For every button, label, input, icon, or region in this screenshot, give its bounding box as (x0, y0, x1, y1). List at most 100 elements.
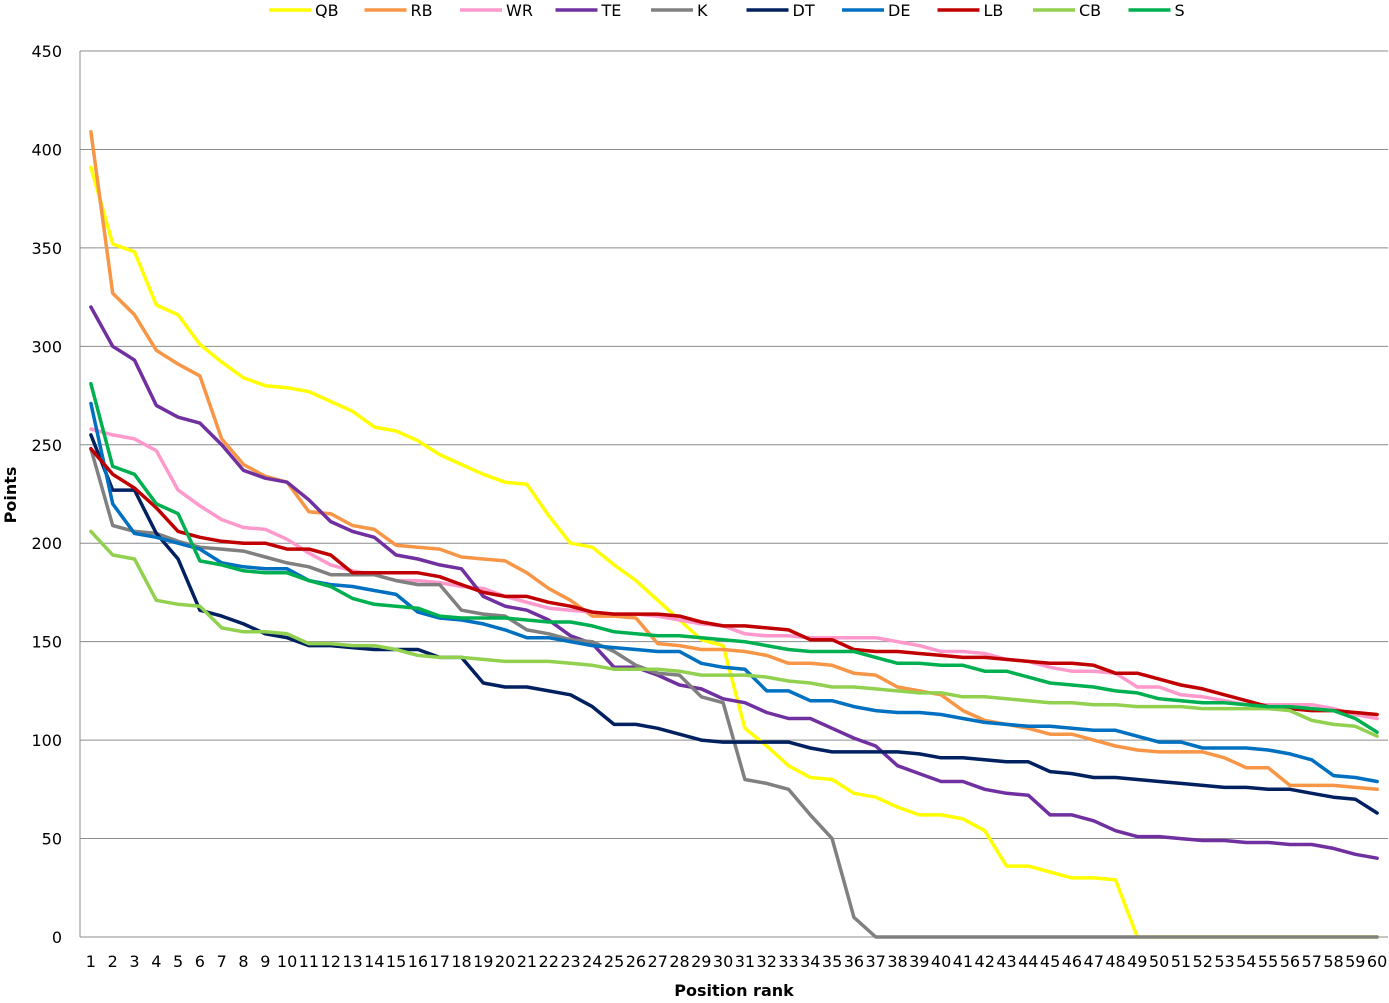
legend-label: S (1175, 1, 1185, 20)
x-tick-label: 39 (909, 952, 929, 971)
x-tick-label: 27 (648, 952, 668, 971)
legend-item-lb: LB (937, 1, 1003, 20)
x-tick-label: 34 (800, 952, 820, 971)
y-tick-label: 50 (42, 830, 62, 849)
x-tick-label: 58 (1323, 952, 1343, 971)
x-tick-label: 52 (1193, 952, 1213, 971)
x-tick-label: 24 (582, 952, 602, 971)
legend-label: K (697, 1, 708, 20)
x-tick-label: 45 (1040, 952, 1060, 971)
x-tick-label: 59 (1345, 952, 1365, 971)
x-tick-label: 43 (996, 952, 1016, 971)
x-tick-label: 53 (1214, 952, 1234, 971)
x-tick-label: 37 (866, 952, 886, 971)
legend-item-de: DE (842, 1, 910, 20)
x-tick-label: 32 (757, 952, 777, 971)
series-line-de (89, 401, 1379, 784)
x-tick-label: 31 (735, 952, 755, 971)
legend-item-te: TE (555, 1, 622, 20)
x-tick-label: 35 (822, 952, 842, 971)
y-tick-label: 400 (31, 140, 62, 159)
x-tick-label: 28 (669, 952, 689, 971)
x-tick-label: 47 (1084, 952, 1104, 971)
legend-label: DT (793, 1, 815, 20)
x-tick-label: 22 (539, 952, 559, 971)
x-tick-label: 1 (86, 952, 96, 971)
y-tick-label: 300 (31, 337, 62, 356)
gridlines (80, 50, 1388, 840)
series-line-dt (89, 433, 1379, 815)
series-line-qb (89, 165, 1379, 939)
legend-item-wr: WR (460, 1, 533, 20)
legend: QB RB WR TE K DT DE LB CB S (269, 1, 1185, 20)
y-axis-title: Points (1, 467, 20, 524)
axes (79, 51, 1388, 938)
y-tick-labels: 0 50 100 150 200 250 300 350 400 450 (31, 42, 62, 947)
x-tick-label: 4 (151, 952, 161, 971)
x-axis-title: Position rank (674, 981, 794, 999)
legend-item-dt: DT (746, 1, 815, 20)
series-line-s (89, 381, 1379, 734)
x-tick-label: 60 (1367, 952, 1387, 971)
x-tick-label: 56 (1280, 952, 1300, 971)
x-tick-label: 20 (495, 952, 515, 971)
x-tick-label: 49 (1127, 952, 1147, 971)
legend-item-k: K (651, 1, 708, 20)
x-tick-label: 23 (560, 952, 580, 971)
x-tick-label: 3 (129, 952, 139, 971)
y-tick-label: 0 (52, 928, 62, 947)
x-tick-label: 11 (299, 952, 319, 971)
series-line-rb (89, 129, 1379, 792)
x-tick-label: 7 (217, 952, 227, 971)
legend-label: CB (1079, 1, 1101, 20)
x-tick-label: 19 (473, 952, 493, 971)
legend-label: RB (411, 1, 433, 20)
x-tick-label: 55 (1258, 952, 1278, 971)
x-tick-label: 18 (451, 952, 471, 971)
x-tick-label: 41 (953, 952, 973, 971)
legend-item-rb: RB (364, 1, 433, 20)
legend-item-qb: QB (269, 1, 339, 20)
x-tick-label: 33 (778, 952, 798, 971)
x-tick-label: 46 (1062, 952, 1082, 971)
x-tick-label: 17 (430, 952, 450, 971)
x-tick-label: 50 (1149, 952, 1169, 971)
x-tick-label: 48 (1105, 952, 1125, 971)
legend-label: QB (315, 1, 339, 20)
x-tick-label: 57 (1302, 952, 1322, 971)
legend-item-s: S (1128, 1, 1185, 20)
series-line-te (89, 305, 1379, 860)
x-tick-labels: 1 2 3 4 5 6 7 8 9 10 11 12 13 14 15 16 17 18 19 20 21 22 23 24 2… (86, 952, 1387, 971)
x-tick-label: 38 (887, 952, 907, 971)
x-tick-label: 42 (975, 952, 995, 971)
x-tick-label: 12 (321, 952, 341, 971)
x-tick-label: 8 (238, 952, 248, 971)
series-line-lb (89, 446, 1379, 717)
legend-label: WR (506, 1, 533, 20)
x-tick-label: 14 (364, 952, 384, 971)
legend-item-cb: CB (1033, 1, 1101, 20)
x-tick-label: 16 (408, 952, 428, 971)
x-tick-label: 9 (260, 952, 270, 971)
series-lines (89, 129, 1379, 939)
x-tick-label: 51 (1171, 952, 1191, 971)
x-tick-label: 6 (195, 952, 205, 971)
x-tick-label: 44 (1018, 952, 1038, 971)
y-tick-label: 250 (31, 436, 62, 455)
series-line-cb (89, 529, 1379, 738)
x-tick-label: 30 (713, 952, 733, 971)
x-tick-label: 25 (604, 952, 624, 971)
x-tick-label: 5 (173, 952, 183, 971)
x-tick-label: 29 (691, 952, 711, 971)
x-tick-label: 15 (386, 952, 406, 971)
y-tick-label: 100 (31, 731, 62, 750)
legend-label: TE (601, 1, 622, 20)
y-tick-label: 200 (31, 534, 62, 553)
x-tick-label: 36 (844, 952, 864, 971)
x-tick-label: 40 (931, 952, 951, 971)
x-tick-label: 26 (626, 952, 646, 971)
y-tick-label: 150 (31, 633, 62, 652)
x-tick-label: 13 (342, 952, 362, 971)
